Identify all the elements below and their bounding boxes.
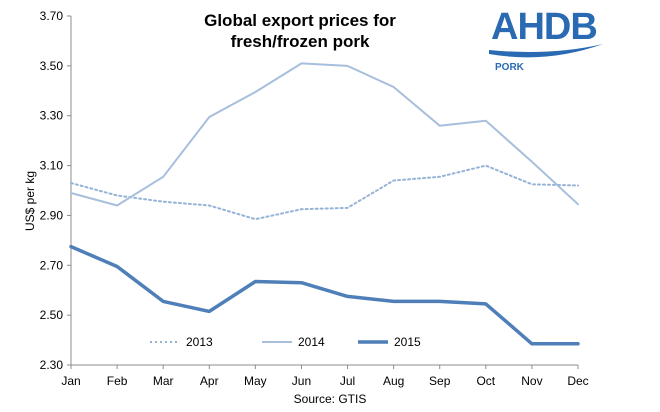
x-tick-label: Jul	[340, 374, 355, 388]
y-tick-label: 3.70	[40, 9, 64, 23]
x-tick-label: Nov	[521, 374, 542, 388]
legend-label-2013: 2013	[186, 335, 213, 349]
logo-brand: AHDB	[491, 6, 598, 48]
chart-title-line-2: fresh/frozen pork	[230, 32, 370, 51]
y-tick-label: 2.30	[40, 358, 64, 372]
chart-title-line-1: Global export prices for	[204, 11, 396, 30]
x-tick-label: Aug	[383, 374, 404, 388]
y-tick-label: 2.90	[40, 208, 64, 222]
series-2014-line	[70, 62, 579, 207]
x-tick-label: May	[244, 374, 267, 388]
axes: 2.30 2.50 2.70 2.90 3.10 3.30 3.50 3.70 Jan Feb Ma…	[40, 9, 589, 388]
x-tick-label: Dec	[567, 374, 588, 388]
ahdb-logo: AHDB PORK	[487, 4, 607, 84]
legend-label-2015: 2015	[394, 335, 421, 349]
y-tick-label: 3.30	[40, 109, 64, 123]
series	[69, 62, 580, 346]
y-tick-label: 2.50	[40, 308, 64, 322]
logo-sub: PORK	[495, 62, 524, 73]
x-tick-label: Jun	[292, 374, 311, 388]
y-tick-label: 2.70	[40, 258, 64, 272]
x-tick-label: Apr	[200, 374, 219, 388]
y-axis-label: US$ per kg	[23, 170, 37, 232]
series-2015-line	[69, 244, 580, 346]
x-tick-label: Oct	[476, 374, 495, 388]
y-tick-label: 3.10	[40, 159, 64, 173]
series-2013-line	[70, 164, 579, 221]
x-tick-label: Mar	[153, 374, 174, 388]
legend: 2013 2014 2015	[150, 335, 421, 349]
legend-label-2014: 2014	[298, 335, 325, 349]
x-tick-label: Jan	[61, 374, 80, 388]
y-tick-label: 3.50	[40, 59, 64, 73]
x-tick-label: Feb	[107, 374, 128, 388]
source-note: Source: GTIS	[293, 392, 367, 406]
chart-title: Global export prices for fresh/frozen po…	[150, 10, 450, 52]
x-tick-label: Sep	[429, 374, 451, 388]
logo-swoosh-icon	[489, 44, 603, 58]
